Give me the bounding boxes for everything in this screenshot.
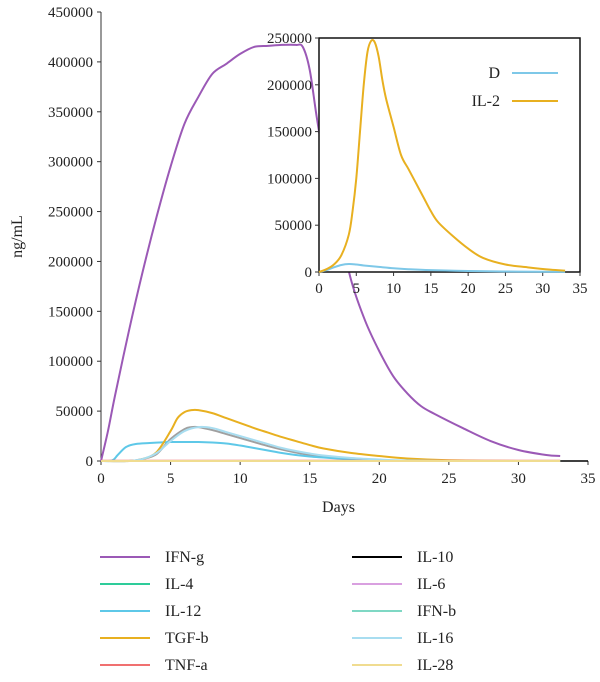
inset-x-tick-label: 20 [461,281,476,297]
main-y-tick-label: 0 [86,454,94,470]
inset-x-tick-label: 25 [498,281,513,297]
legend-label-ifn-g: IFN-g [165,549,204,566]
inset-x-tick-label: 15 [423,281,438,297]
main-y-tick-label: 250000 [48,205,93,221]
legend-label-tnf-a: TNF-a [165,657,208,674]
inset-chart: 0 50000 100000 150000 200000 250000 0 5 10 15 20 25… [267,31,588,297]
main-x-tick-label: 35 [581,471,596,487]
main-y-tick-label: 450000 [48,5,93,21]
inset-y-tick-label: 50000 [275,218,313,234]
legend-label-il-6: IL-6 [417,576,445,593]
main-series-line-il-16 [101,427,449,461]
inset-legend-label: IL-2 [472,93,500,110]
inset-x-tick-label: 5 [353,281,361,297]
main-x-tick-label: 25 [441,471,456,487]
main-x-tick-label: 15 [302,471,317,487]
legend-label-tgf-b: TGF-b [165,630,209,647]
inset-x-tick-label: 35 [573,281,588,297]
inset-y-tick-label: 0 [305,265,313,281]
main-x-axis-label: Days [322,499,355,516]
inset-legend-label: D [488,65,500,82]
main-y-tick-label: 100000 [48,354,93,370]
legend-label-il-10: IL-10 [417,549,453,566]
main-x-tick-label: 30 [511,471,526,487]
inset-x-tick-label: 30 [535,281,550,297]
legend-label-ifn-b: IFN-b [417,603,456,620]
main-y-tick-label: 50000 [56,404,94,420]
main-x-tick-label: 0 [97,471,105,487]
main-series-line-tgf-b [101,410,560,461]
inset-y-tick-label: 200000 [267,78,312,94]
main-legend: IFN-g IL-4 IL-12 TGF-b TNF-a IL-10 IL-6 IFN-b IL… [100,549,456,674]
main-y-tick-label: 200000 [48,254,93,270]
inset-y-tick-label: 250000 [267,31,312,47]
inset-x-tick-label: 10 [386,281,401,297]
main-y-tick-label: 350000 [48,105,93,121]
main-y-tick-label: 400000 [48,55,93,71]
legend-label-il-12: IL-12 [165,603,201,620]
inset-y-tick-label: 100000 [267,171,312,187]
main-x-tick-label: 5 [167,471,175,487]
legend-label-il-16: IL-16 [417,630,453,647]
inset-y-tick-label: 150000 [267,125,312,141]
main-y-axis-label: ng/mL [9,215,26,258]
main-y-tick-label: 300000 [48,155,93,171]
legend-label-il-4: IL-4 [165,576,193,593]
main-y-tick-label: 150000 [48,304,93,320]
main-x-tick-label: 10 [233,471,248,487]
inset-x-tick-label: 0 [315,281,323,297]
main-x-tick-label: 20 [372,471,387,487]
legend-label-il-28: IL-28 [417,657,453,674]
